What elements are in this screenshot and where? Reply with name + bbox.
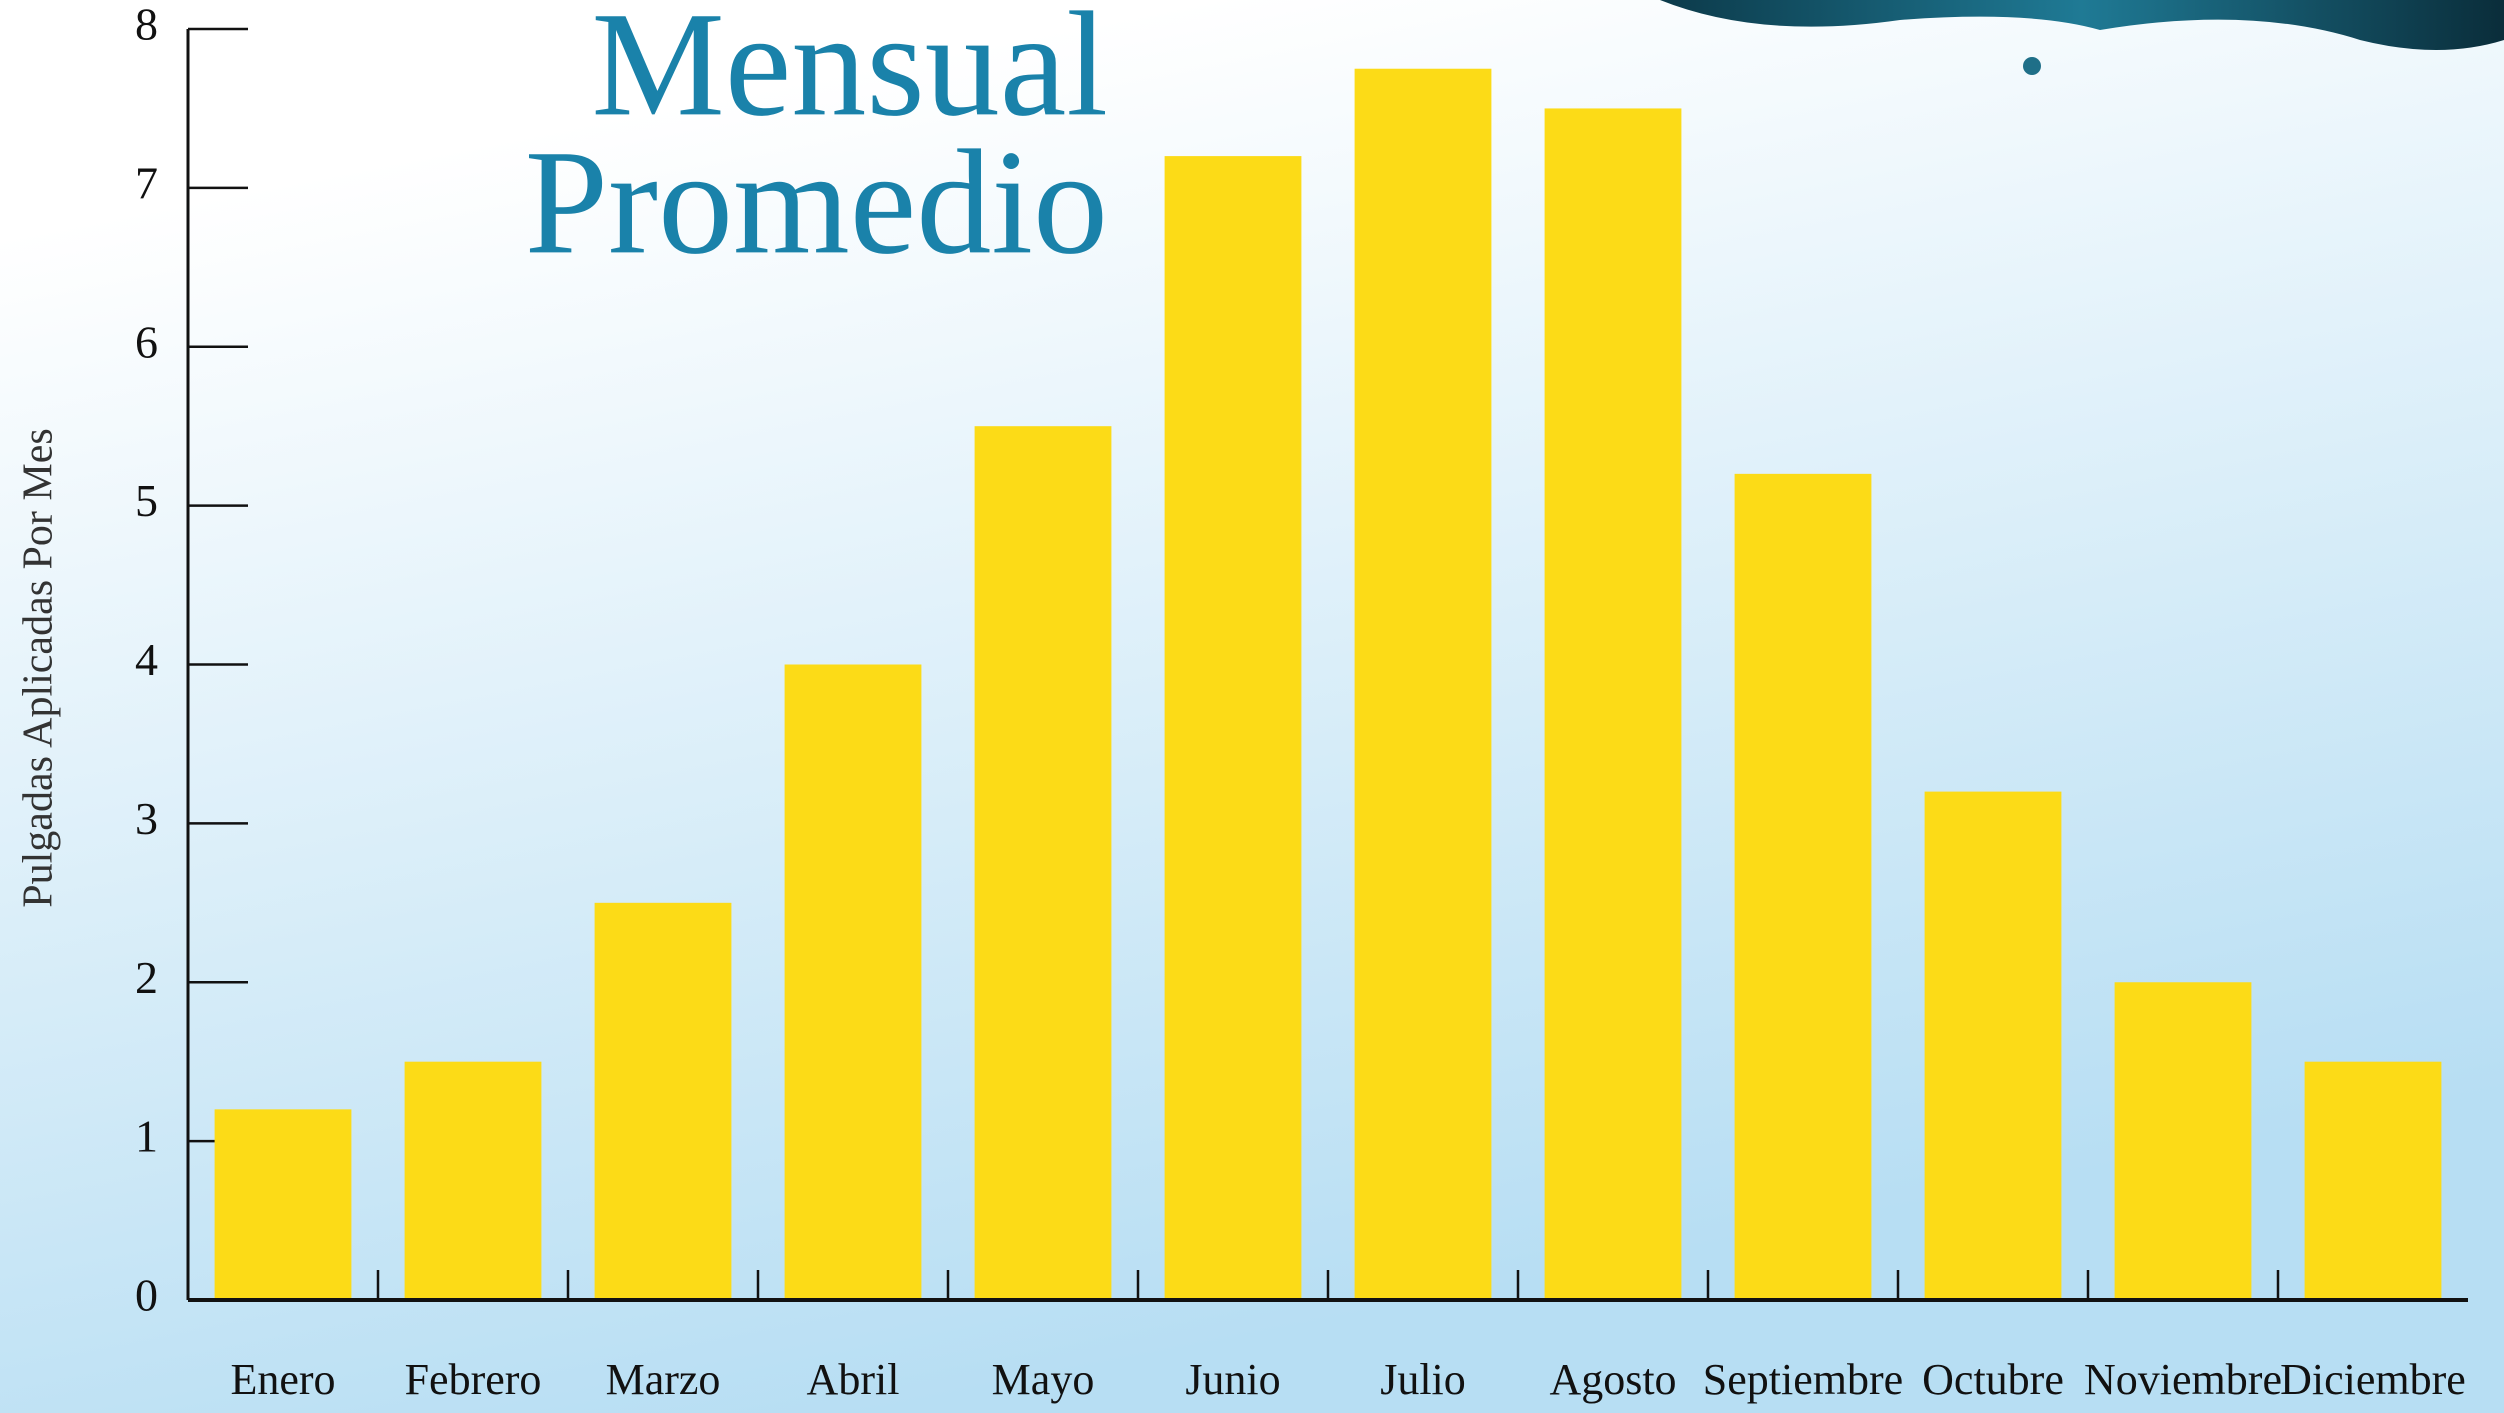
y-tick-label: 4 — [135, 634, 158, 685]
bar — [1164, 156, 1302, 1301]
water-drop — [2023, 57, 2041, 75]
x-tick-label: Febrero — [405, 1355, 542, 1404]
x-tick-label: Enero — [230, 1355, 335, 1404]
y-tick-label: 5 — [135, 475, 158, 526]
y-tick-label: 8 — [135, 0, 158, 50]
bar — [594, 902, 732, 1300]
x-tick-label: Abril — [807, 1355, 900, 1404]
y-tick-label: 6 — [135, 316, 158, 367]
bar — [2114, 982, 2252, 1300]
x-tick-label: Marzo — [606, 1355, 721, 1404]
bar — [214, 1109, 352, 1300]
y-axis-label: Pulgadas Aplicadas Por Mes — [16, 428, 62, 907]
x-tick-label: Noviembre — [2084, 1355, 2282, 1404]
bar — [1734, 473, 1872, 1301]
y-tick-label: 3 — [135, 793, 158, 844]
bar — [974, 426, 1112, 1300]
bar — [404, 1061, 542, 1300]
chart-title: Promedio — [525, 119, 1108, 285]
x-tick-label: Octubre — [1922, 1355, 2064, 1404]
x-tick-label: Julio — [1380, 1355, 1466, 1404]
y-tick-label: 1 — [135, 1111, 158, 1162]
water-decoration — [1660, 0, 2504, 50]
x-tick-label: Junio — [1185, 1355, 1280, 1404]
bar — [1924, 791, 2062, 1300]
x-tick-label: Diciembre — [2280, 1355, 2466, 1404]
bar — [784, 664, 922, 1300]
bar — [2304, 1061, 2442, 1300]
y-tick-label: 0 — [135, 1270, 158, 1321]
y-tick-label: 7 — [135, 157, 158, 208]
y-tick-label: 2 — [135, 952, 158, 1003]
chart-title: Mensual — [591, 0, 1108, 147]
x-tick-label: Mayo — [992, 1355, 1095, 1404]
bar — [1354, 68, 1492, 1300]
bar — [1544, 108, 1682, 1300]
x-tick-label: Agosto — [1549, 1355, 1676, 1404]
x-tick-label: Septiembre — [1703, 1355, 1903, 1404]
